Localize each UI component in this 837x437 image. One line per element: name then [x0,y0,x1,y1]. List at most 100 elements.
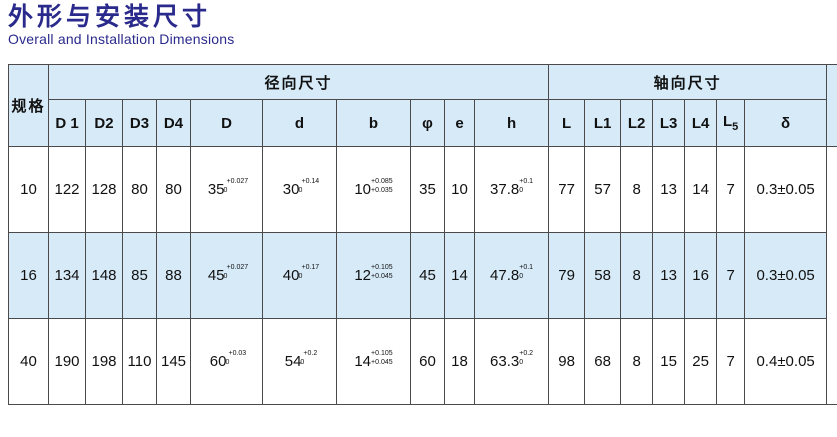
cell-delta: 0.3±0.05 [744,232,828,319]
cell-h: 63.3 +0.2 0 [473,318,550,405]
header-d4: D4 [156,99,191,147]
header-l2: L2 [620,99,654,147]
cell-h-base: 37.8 [490,181,520,198]
cell-b-upper-tolerance: +0.105 [371,349,393,357]
cell-b-base: 12 [354,267,372,284]
table-sub-header-row: D 1 D2 D3 D4 D d b φ e h L L1 L2 L3 L4 [9,99,837,147]
cell-d-major: 60 +0.03 0 [190,318,263,405]
cell-d1: 122 [48,146,86,233]
cell-l1: 68 [584,318,622,405]
cell-l3: 13 [652,146,686,233]
header-group-radial: 径向尺寸 [47,64,550,100]
header-phi: φ [410,99,445,147]
header-b: b [336,99,411,147]
cell-e: 14 [444,232,475,319]
cell-d-major-base: 35 [207,181,225,198]
cell-l5: 7 [716,318,746,405]
cell-l: 98 [548,318,586,405]
cell-b: 12 +0.105 +0.045 [336,232,411,319]
header-d1: D 1 [48,99,86,147]
cell-d-major: 45 +0.027 0 [190,232,263,319]
header-l5-base: L [722,113,733,130]
header-l3: L3 [652,99,686,147]
table-row: 10 122 128 80 80 35 +0.027 0 30 +0.14 0 10 +0.085 +0.… [8,146,837,405]
cell-d-major-upper-tolerance: +0.027 [226,177,249,185]
cell-d2: 128 [85,146,123,233]
specification-table-wrapper: 规格 径向尺寸 轴向尺寸 电型 刷号 D 1 D2 D3 D4 D [8,64,837,405]
cell-d-major-upper-tolerance: +0.027 [226,263,249,271]
cell-b-lower-tolerance: +0.035 [371,186,393,194]
cell-b: 10 +0.085 +0.035 [336,146,411,233]
cell-d-minor-upper-tolerance: +0.14 [301,177,320,185]
cell-d-minor: 30 +0.14 0 [262,146,337,233]
cell-l1: 58 [584,232,622,319]
table-group-header-row: 规格 径向尺寸 轴向尺寸 电型 刷号 [8,64,837,147]
cell-phi: 45 [410,232,445,319]
cell-h-upper-tolerance: +0.1 [519,263,534,271]
cell-l4: 16 [684,232,718,319]
cell-l1: 57 [584,146,622,233]
cell-brush-model: DS-003 [826,146,837,405]
cell-spec: 40 [8,318,49,405]
header-spec: 规格 [8,64,49,147]
cell-l: 79 [548,232,586,319]
cell-b-upper-tolerance: +0.105 [371,263,393,271]
cell-h-lower-tolerance: 0 [519,186,524,194]
cell-h-base: 47.8 [490,267,520,284]
cell-d-major-lower-tolerance: 0 [223,186,228,194]
cell-d-major-upper-tolerance: +0.03 [228,349,247,357]
cell-h-upper-tolerance: +0.1 [519,177,534,185]
cell-l5: 7 [716,232,746,319]
cell-d3: 110 [122,318,157,405]
cell-d2: 198 [85,318,123,405]
header-delta: δ [744,99,828,147]
cell-h: 37.8 +0.1 0 [473,146,550,233]
cell-l5: 7 [716,146,746,233]
cell-b-base: 14 [354,353,372,370]
cell-d-major-base: 60 [209,353,227,370]
cell-l2: 8 [620,146,654,233]
cell-d-minor-base: 30 [282,181,300,198]
cell-h-lower-tolerance: 0 [519,272,524,280]
specification-table: 规格 径向尺寸 轴向尺寸 电型 刷号 D 1 D2 D3 D4 D [8,64,837,405]
cell-d4: 145 [156,318,191,405]
cell-d-minor-lower-tolerance: 0 [298,186,303,194]
cell-d-major-base: 45 [207,267,225,284]
cell-b-lower-tolerance: +0.045 [371,272,393,280]
cell-h-lower-tolerance: 0 [519,358,524,366]
header-d3: D3 [122,99,157,147]
cell-l3: 15 [652,318,686,405]
cell-delta: 0.4±0.05 [744,318,828,405]
cell-d1: 190 [48,318,86,405]
cell-l4: 25 [684,318,718,405]
cell-d-minor-lower-tolerance: 0 [298,272,303,280]
header-d-major: D [190,99,263,147]
header-d-minor: d [262,99,337,147]
cell-spec: 10 [8,146,49,233]
title-english: Overall and Installation Dimensions [8,31,235,47]
cell-d4: 80 [156,146,191,233]
header-l5: L5 [716,99,746,147]
cell-l2: 8 [620,232,654,319]
cell-d1: 134 [48,232,86,319]
header-d2: D2 [85,99,123,147]
cell-delta: 0.3±0.05 [744,146,828,233]
cell-spec: 16 [8,232,49,319]
cell-d-minor-lower-tolerance: 0 [300,358,305,366]
cell-h-base: 63.3 [490,353,520,370]
cell-h-upper-tolerance: +0.2 [519,349,534,357]
cell-l: 77 [548,146,586,233]
cell-b-lower-tolerance: +0.045 [371,358,393,366]
cell-l4: 14 [684,146,718,233]
cell-d-minor: 54 +0.2 0 [262,318,337,405]
cell-d-minor-upper-tolerance: +0.17 [301,263,320,271]
table-body: 10 122 128 80 80 35 +0.027 0 30 +0.14 0 10 +0.085 +0.… [8,146,837,405]
cell-d-major-lower-tolerance: 0 [225,358,230,366]
cell-l2: 8 [620,318,654,405]
header-l4: L4 [684,99,718,147]
cell-phi: 35 [410,146,445,233]
header-brush-model: 电型 刷号 [826,64,837,147]
cell-d-major-lower-tolerance: 0 [223,272,228,280]
header-group-axial: 轴向尺寸 [548,64,828,100]
